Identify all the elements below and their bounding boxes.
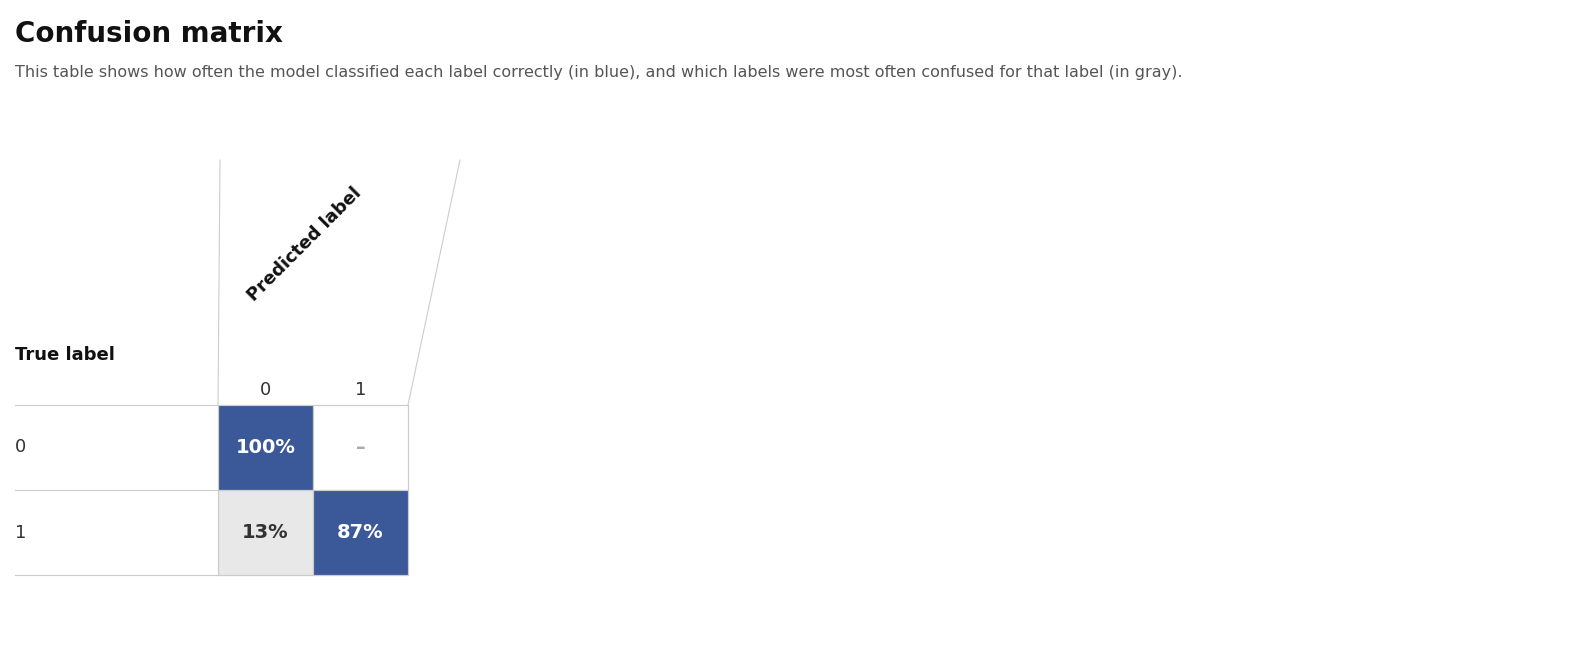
Text: 87%: 87% [338,523,383,542]
Text: 1: 1 [355,381,366,399]
Text: Predicted label: Predicted label [245,184,366,305]
Text: 13%: 13% [242,523,289,542]
Text: True label: True label [16,346,115,364]
Text: 100%: 100% [236,438,295,457]
Text: 0: 0 [16,438,27,456]
Text: –: – [356,438,366,457]
Text: 0: 0 [261,381,272,399]
Text: 1: 1 [16,524,27,542]
Text: Confusion matrix: Confusion matrix [16,20,283,48]
Text: This table shows how often the model classified each label correctly (in blue), : This table shows how often the model cla… [16,65,1182,80]
